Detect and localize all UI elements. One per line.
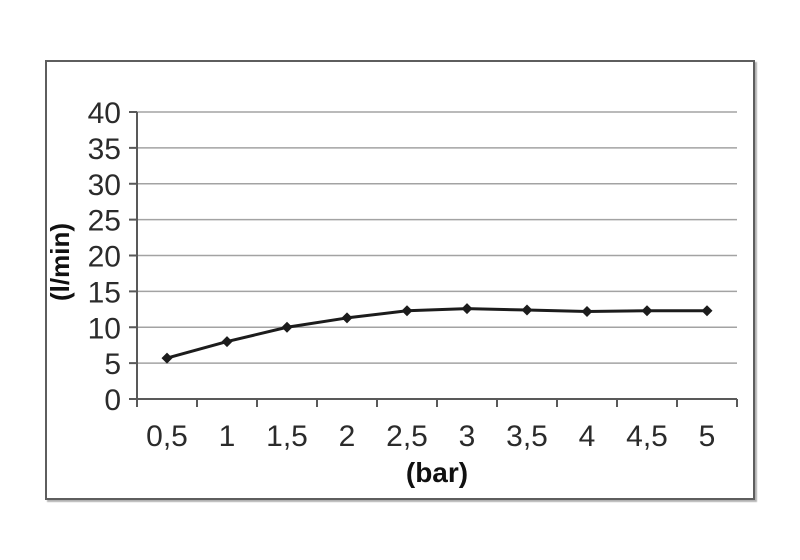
y-tick-label: 25 xyxy=(88,205,121,238)
x-tick-label: 1 xyxy=(219,420,236,453)
x-tick-label: 3,5 xyxy=(506,420,548,453)
data-point-marker xyxy=(701,305,713,317)
y-axis-title: (l/min) xyxy=(47,223,75,301)
x-tick-label: 5 xyxy=(699,420,716,453)
x-tick-label: 4,5 xyxy=(626,420,668,453)
data-point-marker xyxy=(461,303,473,315)
x-tick-label: 0,5 xyxy=(146,420,188,453)
y-tick-label: 15 xyxy=(88,276,121,309)
data-point-marker xyxy=(641,305,653,317)
x-axis-title: (bar) xyxy=(406,457,468,488)
y-tick-label: 40 xyxy=(88,97,121,130)
axes xyxy=(129,111,738,407)
data-point-marker xyxy=(161,352,173,364)
data-point-marker xyxy=(401,305,413,317)
data-point-marker xyxy=(521,304,533,316)
x-tick-label: 3 xyxy=(459,420,476,453)
x-tick-label: 4 xyxy=(579,420,596,453)
series-line xyxy=(166,307,707,360)
y-tick-label: 20 xyxy=(88,241,121,274)
data-point-marker xyxy=(221,336,233,348)
y-tick-label: 5 xyxy=(104,348,121,381)
y-tick-label: 10 xyxy=(88,312,121,345)
gridlines xyxy=(137,111,737,364)
x-tick-label: 1,5 xyxy=(266,420,308,453)
data-point-marker xyxy=(581,305,593,317)
y-tick-label: 35 xyxy=(88,133,121,166)
x-tick-label: 2,5 xyxy=(386,420,428,453)
data-point-marker xyxy=(281,321,293,333)
data-series xyxy=(161,303,713,364)
y-tick-label: 30 xyxy=(88,169,121,202)
chart-frame: 0 5 10 15 20 25 30 35 40 0,5 1 1,5 2 2,5 3 3,5 4 4,5 5 (l/… xyxy=(45,60,755,500)
data-point-marker xyxy=(341,312,353,324)
y-tick-label: 0 xyxy=(104,384,121,417)
x-tick-label: 2 xyxy=(339,420,356,453)
